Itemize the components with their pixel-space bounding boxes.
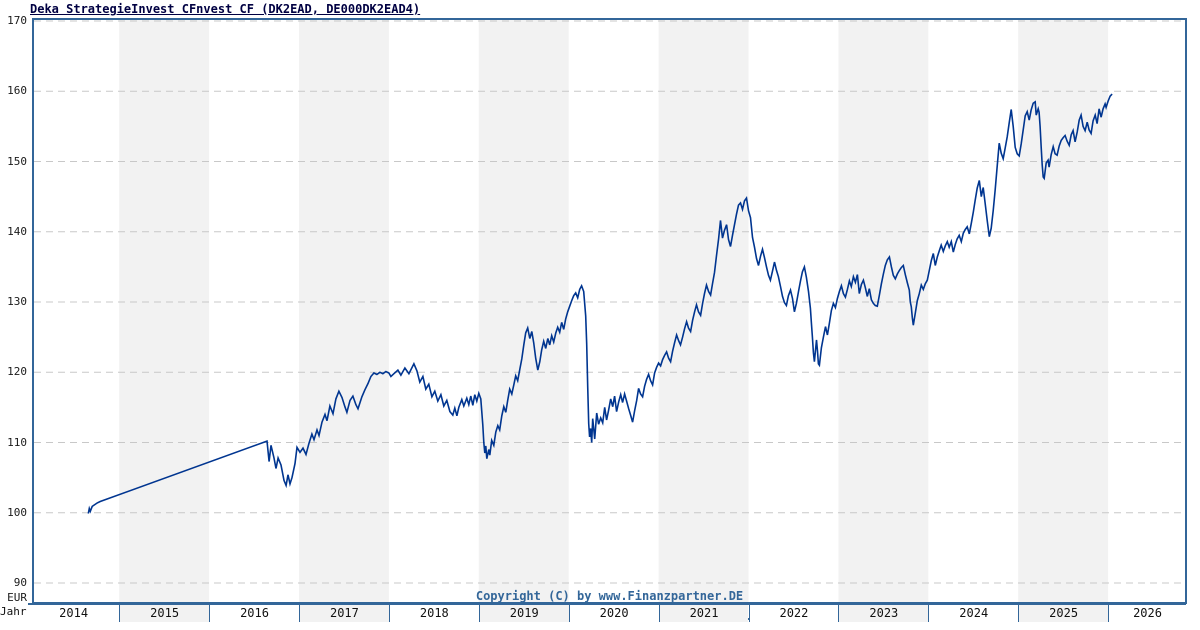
y-axis-tick-label: 100 — [7, 505, 27, 519]
year-band — [1018, 20, 1109, 603]
y-axis-tick-label: 90 — [13, 576, 27, 589]
year-cell-2018: 2018 — [388, 605, 479, 622]
fund-price-series — [87, 93, 1113, 514]
year-cell-2026: 2026 — [1108, 605, 1186, 622]
y-axis-tick-label: 120 — [7, 365, 27, 379]
x-axis-caption: Jahr — [0, 605, 27, 618]
year-cell-2022: 2022 — [748, 605, 839, 622]
chart-title: Deka StrategieInvest CFnvest CF (DK2EAD,… — [30, 2, 421, 16]
price-line — [87, 93, 1113, 514]
year-cell-2025: 2025 — [1018, 605, 1109, 622]
y-axis-tick-label: 150 — [7, 154, 27, 168]
year-band — [119, 20, 210, 603]
year-band — [658, 20, 749, 603]
copyright-text: Copyright (C) by www.Finanzpartner.DE — [475, 589, 744, 603]
year-band — [299, 20, 389, 603]
y-axis-tick-label: 130 — [7, 295, 27, 308]
x-axis-year-row: 2014 2015 2016 2017 2018 2019 2020 2021 2022 2023… — [28, 603, 1186, 622]
year-cell-2015: 2015 — [119, 605, 210, 622]
y-axis-tick-label: 110 — [7, 435, 27, 449]
y-axis-tick-label: 160 — [7, 84, 27, 98]
y-axis-tick-label: 140 — [7, 224, 27, 238]
year-cell-2020: 2020 — [568, 605, 659, 622]
year-cell-2014: 2014 — [28, 605, 120, 622]
y-axis-tick-label: 170 — [7, 14, 27, 27]
year-cell-2024: 2024 — [928, 605, 1019, 622]
year-cell-2021: 2021 — [658, 605, 749, 622]
year-cell-2019: 2019 — [478, 605, 569, 622]
year-cell-2023: 2023 — [838, 605, 929, 622]
year-band — [478, 20, 569, 603]
y-axis-unit-label: EUR — [7, 591, 27, 604]
year-cell-2016: 2016 — [209, 605, 299, 622]
year-cell-2017: 2017 — [299, 605, 389, 622]
year-shading-bands — [119, 20, 1109, 603]
year-band — [838, 20, 929, 603]
